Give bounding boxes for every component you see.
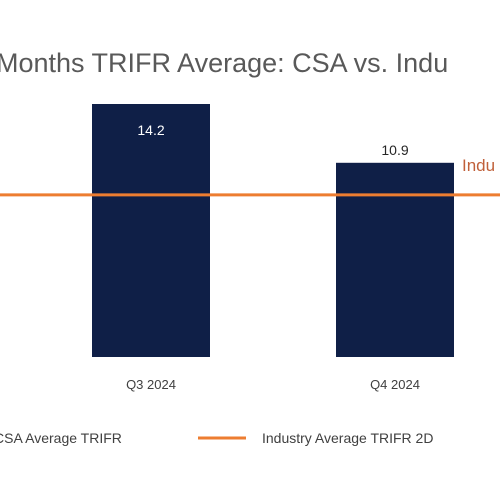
legend-label-industry: Industry Average TRIFR 2D <box>262 430 433 446</box>
data-label: 10.9 <box>381 142 408 158</box>
bar-q3-2024 <box>92 104 210 357</box>
data-label: 14.2 <box>137 122 164 138</box>
x-tick-label: Q3 2024 <box>126 377 176 392</box>
bar-q4-2024 <box>336 162 454 357</box>
chart-title: Months TRIFR Average: CSA vs. Indu <box>0 48 448 78</box>
legend-label-csa: CSA Average TRIFR <box>0 430 122 446</box>
x-tick-label: Q4 2024 <box>370 377 420 392</box>
industry-average-label: Indu <box>462 156 495 175</box>
